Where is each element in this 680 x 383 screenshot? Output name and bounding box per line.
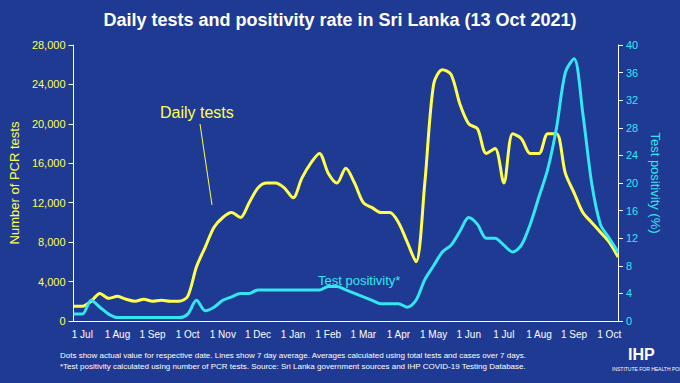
svg-text:16: 16 <box>626 205 638 217</box>
svg-text:Daily tests and positivity rat: Daily tests and positivity rate in Sri L… <box>103 10 576 30</box>
svg-text:1 Apr: 1 Apr <box>387 329 411 340</box>
svg-text:Test positivity (%): Test positivity (%) <box>648 132 663 233</box>
svg-text:28: 28 <box>626 122 638 134</box>
svg-text:1 Jul: 1 Jul <box>493 329 514 340</box>
svg-text:12,000: 12,000 <box>32 197 66 209</box>
svg-text:24,000: 24,000 <box>32 78 66 90</box>
svg-text:Test positivity*: Test positivity* <box>318 273 401 288</box>
svg-text:IHP: IHP <box>628 346 655 363</box>
svg-text:Number of PCR tests: Number of PCR tests <box>7 121 22 244</box>
svg-text:1 Sep: 1 Sep <box>140 329 167 340</box>
svg-text:Dots show actual value for res: Dots show actual value for respective da… <box>60 351 526 360</box>
svg-text:20,000: 20,000 <box>32 118 66 130</box>
svg-text:36: 36 <box>626 67 638 79</box>
svg-text:1 Oct: 1 Oct <box>597 329 621 340</box>
svg-text:20: 20 <box>626 177 638 189</box>
svg-text:1 Mar: 1 Mar <box>351 329 377 340</box>
svg-text:Daily tests: Daily tests <box>160 104 234 121</box>
svg-text:4: 4 <box>626 287 632 299</box>
svg-text:1 Jul: 1 Jul <box>72 329 93 340</box>
svg-text:8: 8 <box>626 260 632 272</box>
svg-text:1 May: 1 May <box>420 329 447 340</box>
svg-text:32: 32 <box>626 94 638 106</box>
svg-text:0: 0 <box>59 315 65 327</box>
svg-text:1 Feb: 1 Feb <box>315 329 341 340</box>
svg-text:1 Aug: 1 Aug <box>105 329 131 340</box>
svg-text:1 Sep: 1 Sep <box>561 329 588 340</box>
svg-text:16,000: 16,000 <box>32 157 66 169</box>
svg-text:1 Oct: 1 Oct <box>176 329 200 340</box>
svg-text:40: 40 <box>626 39 638 51</box>
svg-text:28,000: 28,000 <box>32 39 66 51</box>
svg-text:1 Dec: 1 Dec <box>245 329 271 340</box>
svg-text:24: 24 <box>626 149 638 161</box>
svg-text:0: 0 <box>626 315 632 327</box>
svg-text:1 Aug: 1 Aug <box>526 329 552 340</box>
svg-text:INSTITUTE FOR HEALTH POLICY: INSTITUTE FOR HEALTH POLICY <box>612 366 680 372</box>
svg-text:4,000: 4,000 <box>38 276 66 288</box>
svg-text:8,000: 8,000 <box>38 236 66 248</box>
svg-text:1 Nov: 1 Nov <box>210 329 236 340</box>
svg-text:12: 12 <box>626 232 638 244</box>
svg-text:*Test positivity calculated us: *Test positivity calculated using number… <box>60 362 526 371</box>
svg-text:1 Jan: 1 Jan <box>281 329 305 340</box>
svg-text:1 Jun: 1 Jun <box>456 329 480 340</box>
